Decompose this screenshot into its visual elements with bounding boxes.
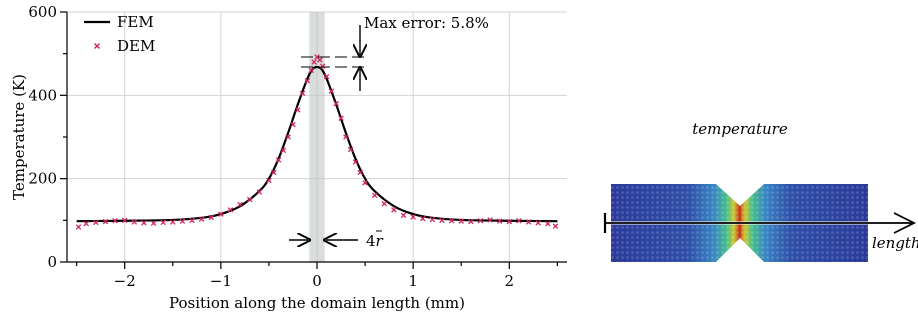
dem-point	[299, 90, 306, 97]
dem-point	[295, 107, 301, 113]
y-tick-label: 0	[47, 253, 57, 271]
dem-point	[420, 215, 426, 222]
y-axis-label: Temperature (K)	[10, 74, 28, 200]
dem-point	[545, 220, 551, 227]
legend-label-fem: FEM	[117, 13, 154, 31]
dem-point	[477, 217, 484, 224]
dem-point	[391, 207, 397, 213]
series-points-dem	[75, 54, 559, 230]
dem-point	[552, 223, 559, 229]
dem-point	[371, 192, 378, 199]
max-error-annotation: Max error: 5.8%	[301, 14, 489, 91]
dem-point	[311, 59, 317, 65]
length-axis-arrowhead	[893, 212, 917, 234]
dem-point	[270, 169, 277, 176]
width-label: 4r	[366, 232, 384, 250]
dem-point	[381, 200, 388, 207]
dem-point	[323, 73, 330, 80]
dem-point	[160, 219, 166, 226]
legend-label-dem: DEM	[117, 37, 155, 55]
dem-point	[304, 77, 311, 84]
dem-point	[280, 147, 287, 154]
max-error-label: Max error: 5.8%	[364, 14, 489, 32]
x-tick-label: 2	[505, 272, 515, 290]
dem-point	[448, 217, 455, 224]
dem-point	[246, 196, 253, 203]
dem-point	[338, 115, 344, 122]
x-axis-ticks: −2 −1 0 1 2	[76, 262, 558, 290]
dem-point	[429, 216, 436, 223]
dem-point	[237, 201, 243, 208]
dem-point	[357, 169, 364, 176]
dem-point	[320, 63, 326, 69]
legend-swatch-dem	[94, 43, 100, 49]
dem-point	[343, 134, 349, 140]
dem-point	[290, 121, 296, 128]
dem-point	[150, 220, 157, 227]
dem-point	[525, 219, 532, 225]
line-chart: −2 −1 0 1 2 0 200 400 600 Position along the do…	[10, 3, 567, 312]
inset-title: temperature	[692, 120, 788, 138]
dem-point	[218, 211, 224, 217]
legend: FEM DEM	[84, 13, 155, 55]
series-line-fem	[76, 65, 558, 223]
x-tick-label: −1	[210, 272, 232, 290]
y-tick-label: 600	[28, 3, 57, 21]
y-tick-label: 200	[28, 170, 57, 188]
width-annotation: 4r	[289, 230, 384, 250]
dem-point	[275, 157, 282, 163]
dem-point	[439, 217, 445, 224]
dem-point	[75, 224, 82, 230]
dem-point	[458, 218, 464, 224]
length-axis-label: length	[872, 234, 918, 252]
dem-point	[179, 218, 186, 224]
x-tick-label: 0	[312, 272, 322, 290]
source-region-band	[309, 12, 325, 262]
dem-point	[198, 216, 205, 222]
y-axis-ticks: 0 200 400 600	[28, 3, 67, 271]
dem-point	[102, 218, 109, 225]
dem-point	[496, 218, 503, 224]
dem-point	[285, 134, 291, 140]
dem-point	[308, 67, 314, 74]
x-axis-label: Position along the domain length (mm)	[169, 294, 465, 312]
dem-point	[141, 220, 147, 226]
dem-point	[410, 214, 416, 220]
dem-point	[362, 180, 368, 186]
dem-point	[121, 217, 128, 224]
dem-point	[227, 207, 234, 213]
x-tick-label: 1	[408, 272, 418, 290]
dem-point	[131, 219, 138, 225]
dem-point	[487, 217, 493, 223]
temperature-inset: temperature length	[603, 120, 918, 262]
dem-point	[93, 219, 99, 226]
dem-point	[347, 146, 354, 153]
dem-point	[189, 217, 195, 224]
dem-point	[328, 88, 335, 94]
dem-point	[400, 212, 407, 219]
dem-point	[352, 159, 359, 165]
dem-point	[516, 217, 522, 224]
dem-point	[266, 177, 272, 184]
dem-point	[506, 218, 513, 225]
dem-point	[535, 220, 541, 226]
dem-point	[317, 57, 323, 63]
dem-point	[468, 218, 474, 225]
dem-point	[333, 100, 339, 107]
y-tick-label: 400	[28, 86, 57, 104]
x-tick-label: −2	[114, 272, 136, 290]
dem-point	[170, 219, 176, 225]
dem-point	[112, 217, 118, 224]
dem-point	[83, 220, 89, 227]
dem-point	[256, 189, 263, 195]
dem-point	[208, 214, 214, 221]
